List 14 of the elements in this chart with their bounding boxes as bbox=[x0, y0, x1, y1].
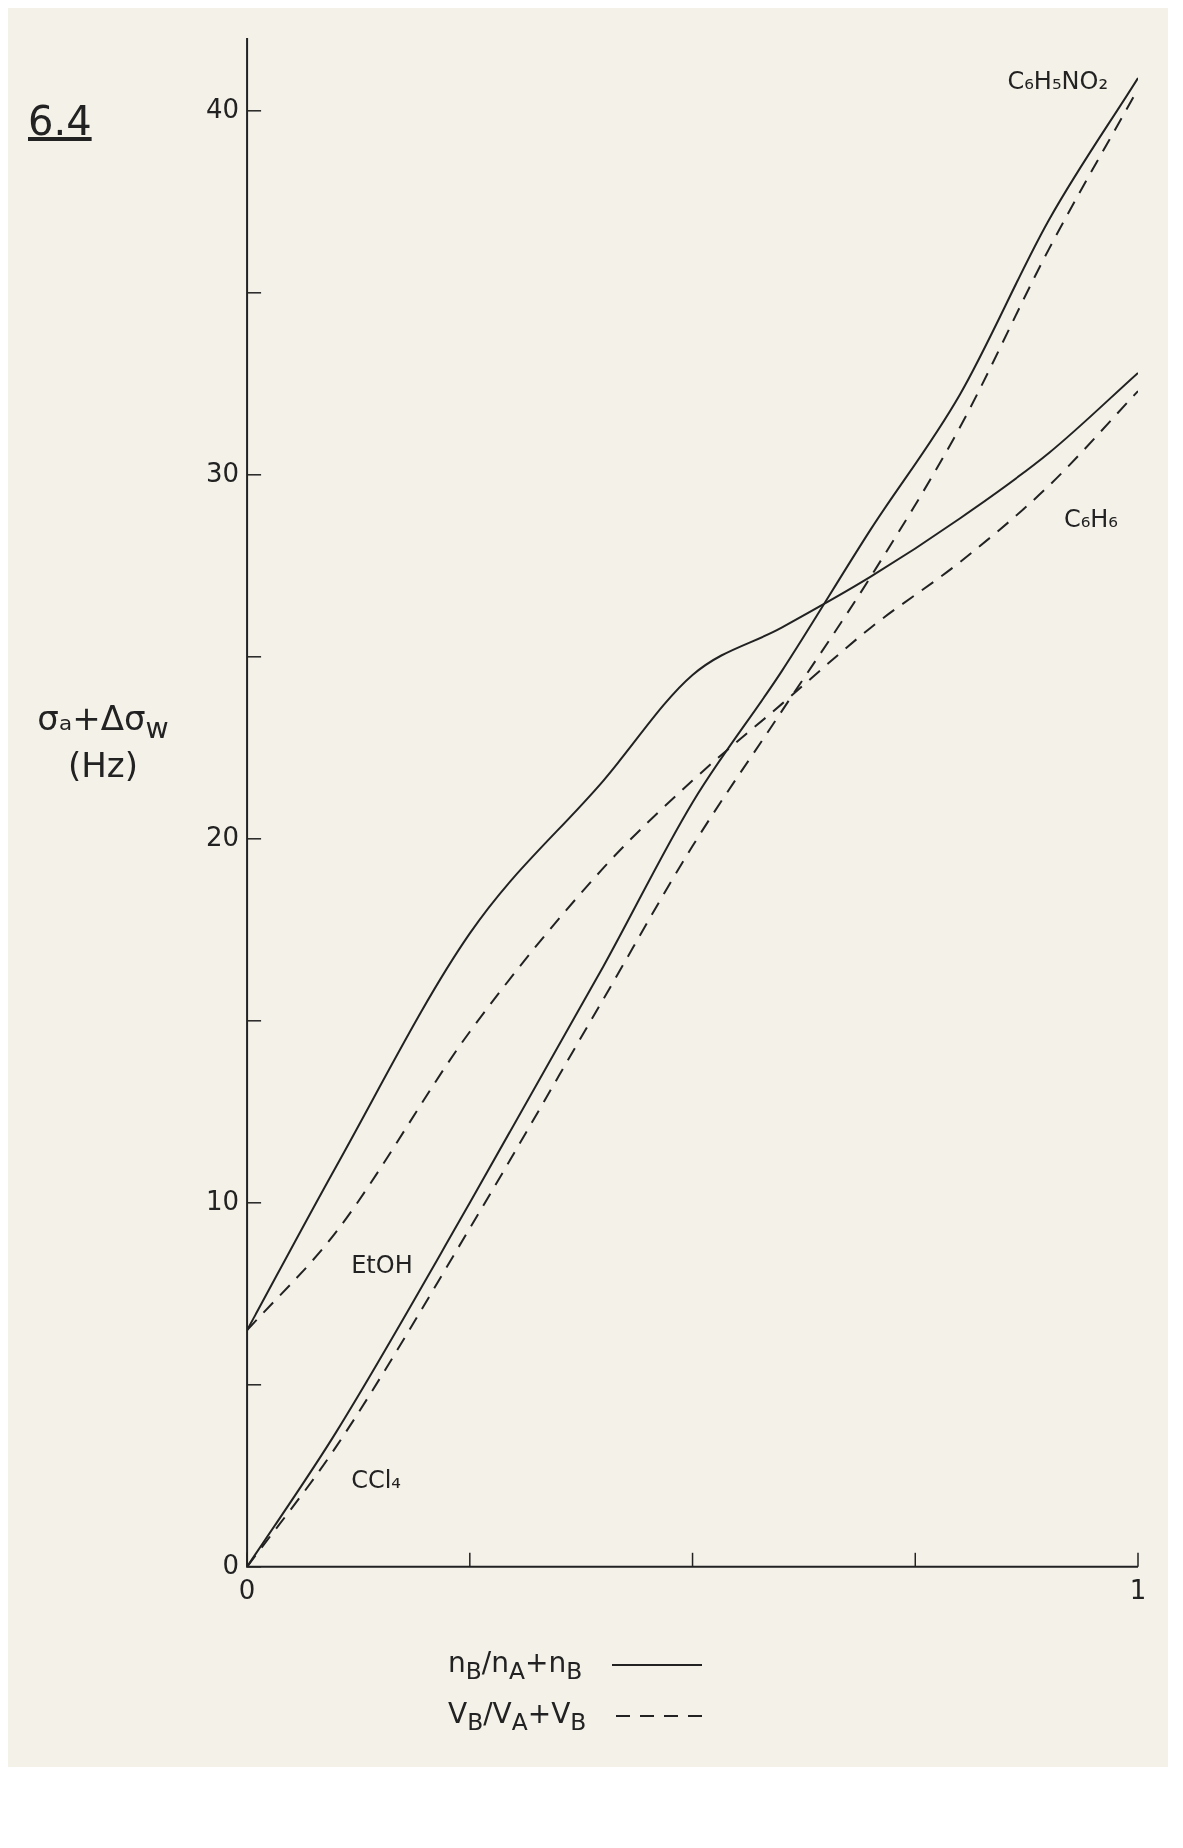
annotation: C₆H₆ bbox=[1063, 504, 1118, 533]
y-tick-label: 40 bbox=[205, 93, 240, 124]
y-tick-label: 30 bbox=[205, 457, 240, 488]
annotation: C₆H₅NO₂ bbox=[1007, 67, 1108, 96]
legend-label: n$_{B}$/n$_{A}$+n$_{B}$ bbox=[448, 1646, 583, 1685]
legend-label: V$_{B}$/V$_{A}$+V$_{B}$ bbox=[448, 1696, 587, 1736]
annotation: CCl₄ bbox=[351, 1465, 401, 1494]
y-tick-label: 20 bbox=[205, 821, 240, 852]
text: 6.4 bbox=[28, 98, 92, 144]
x-tick-label: 1 bbox=[1129, 1575, 1147, 1606]
y-axis-title: σₐ+Δσ$_{w}$ (Hz) bbox=[36, 698, 170, 785]
y-tick-label: 10 bbox=[205, 1185, 240, 1216]
annotation: EtOH bbox=[351, 1251, 413, 1280]
y-tick-label: 0 bbox=[222, 1549, 240, 1580]
